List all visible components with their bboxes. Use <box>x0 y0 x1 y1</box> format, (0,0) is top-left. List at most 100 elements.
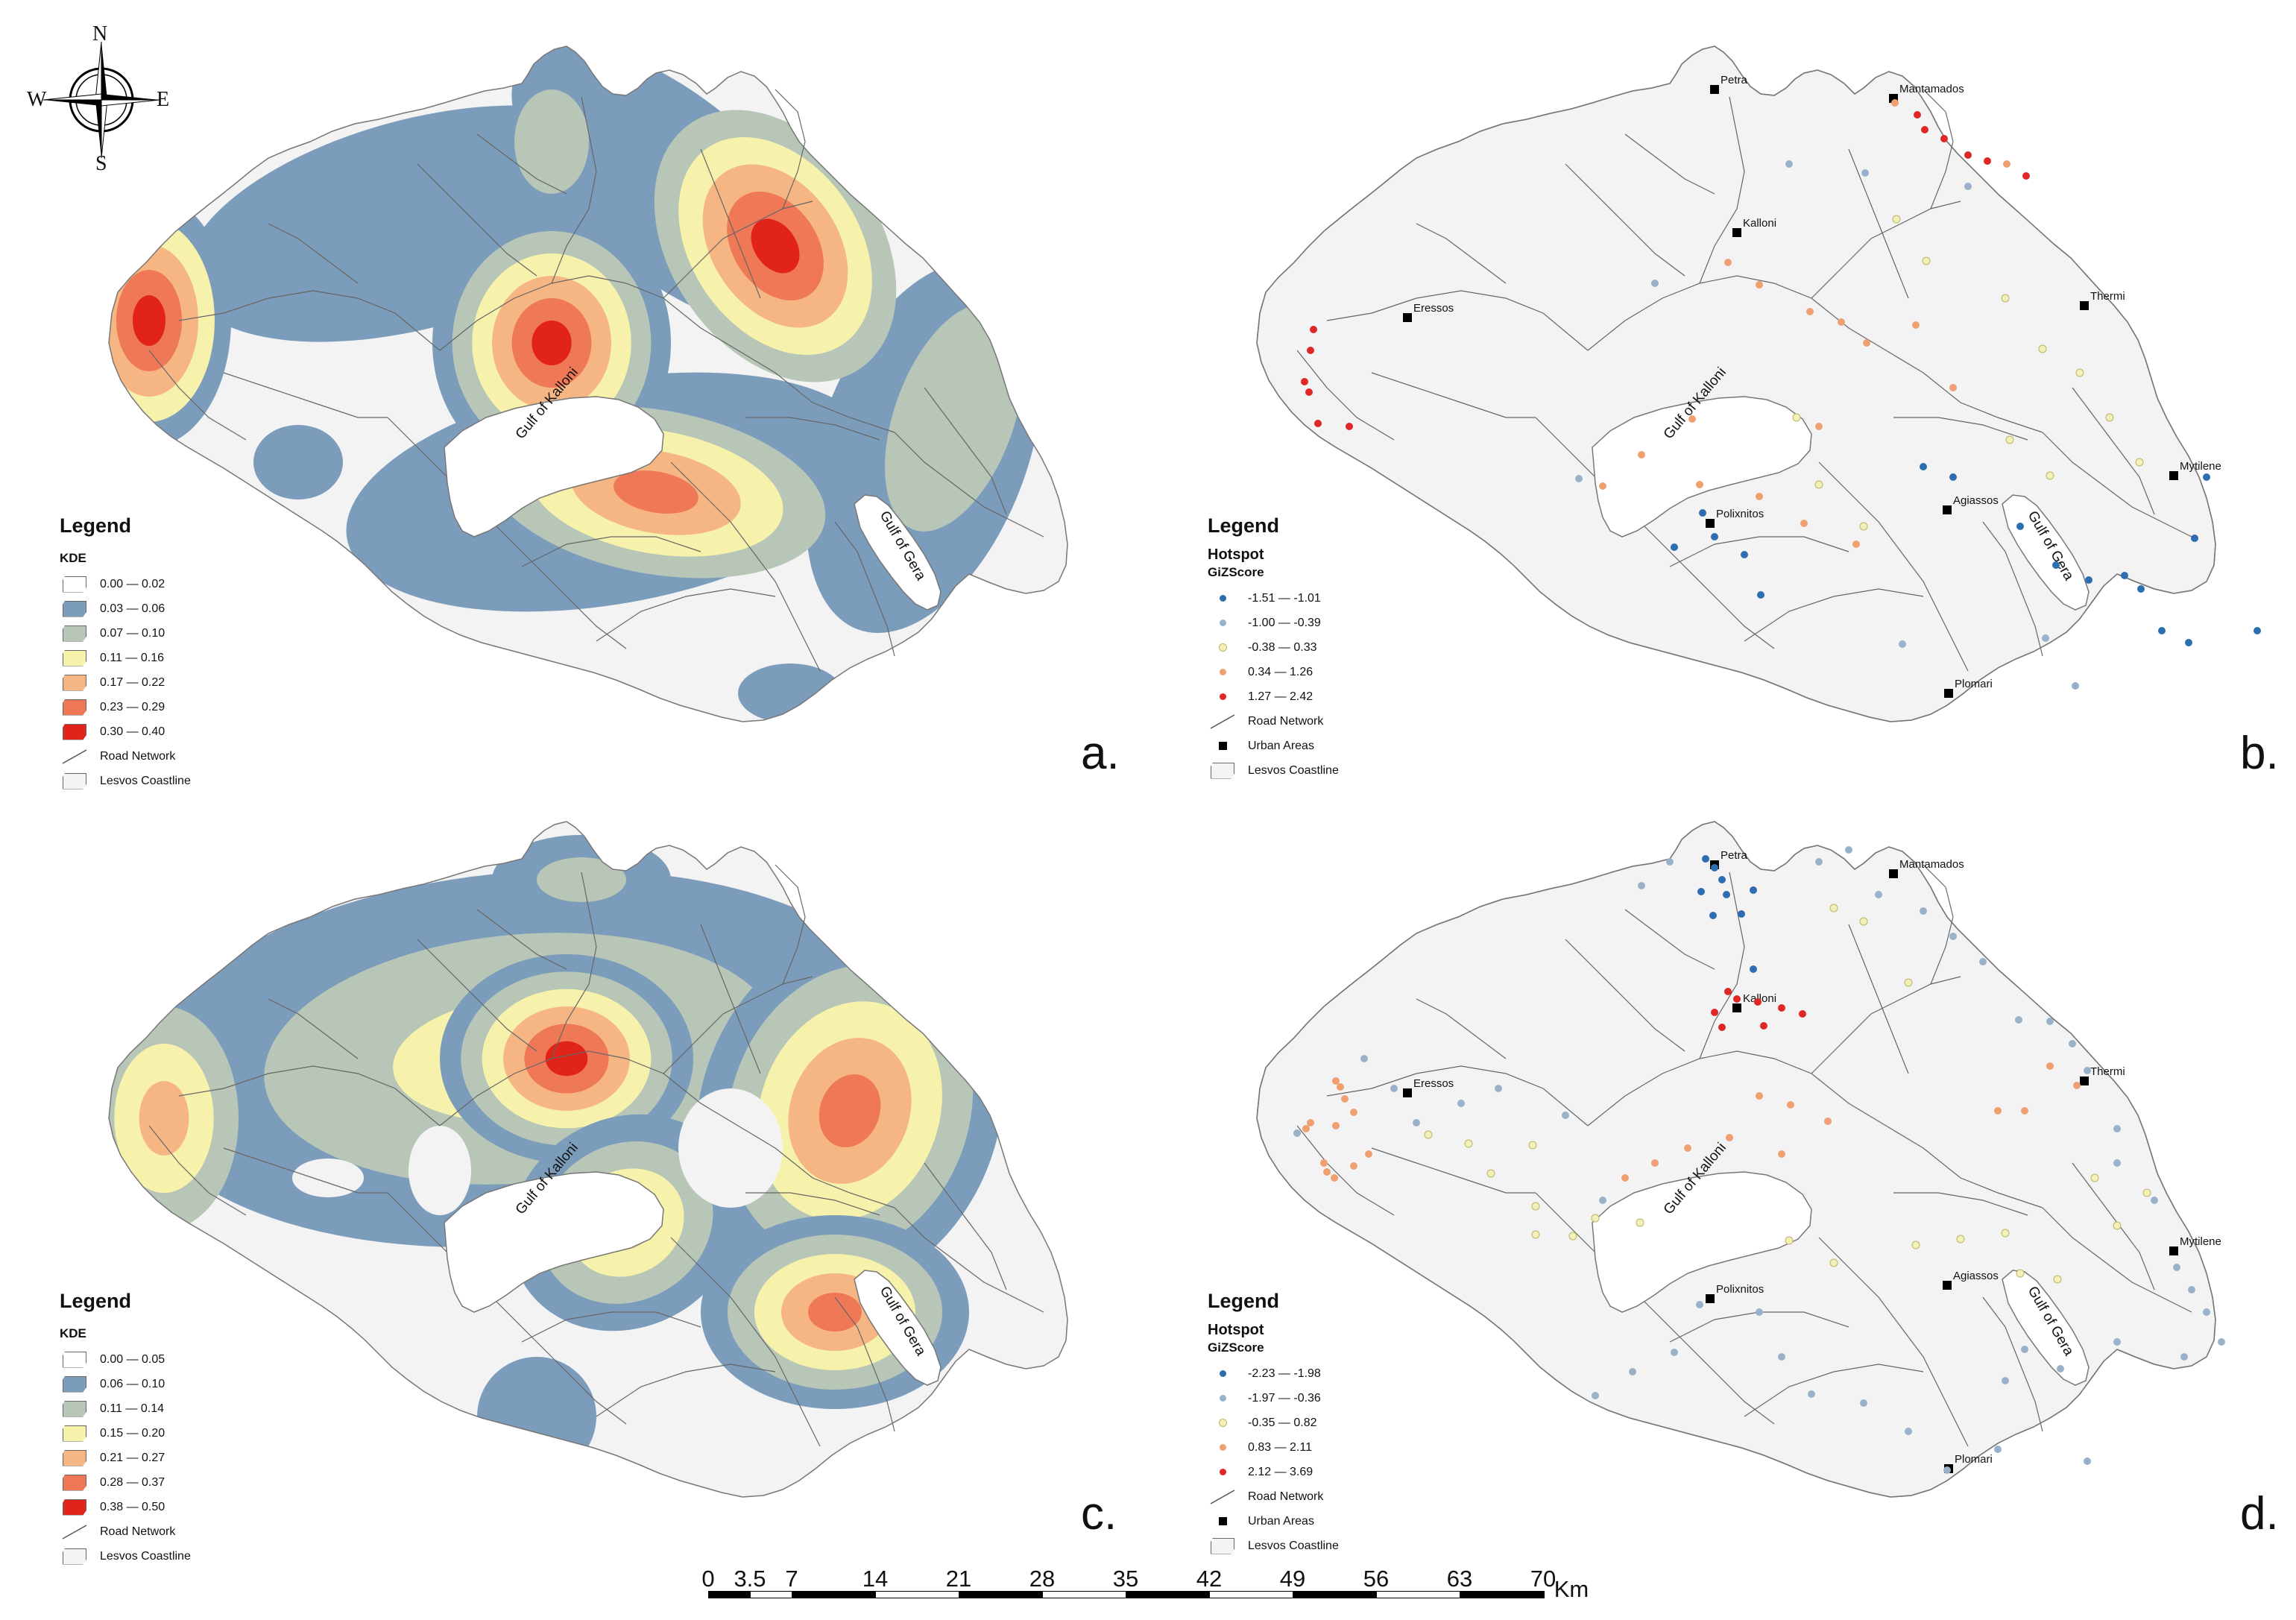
town-label: Mantamados <box>1899 858 1964 871</box>
road-segment <box>1296 350 1395 441</box>
urban-label: Urban Areas <box>1248 1514 1314 1528</box>
hotspot-point <box>1638 882 1645 889</box>
class-swatch <box>60 1350 89 1370</box>
gulf-of-kalloni <box>1592 1171 1812 1313</box>
kde-band <box>139 1081 189 1156</box>
coastline <box>108 821 1068 1498</box>
road-segment <box>663 201 813 299</box>
road-segment <box>1326 1065 1589 1126</box>
hotspot-point <box>2218 1338 2225 1346</box>
hotspot-point <box>1709 912 1717 919</box>
hotspot-point <box>1724 988 1732 995</box>
hotspot-point <box>2185 639 2192 646</box>
hotspot-point <box>1899 640 1906 648</box>
hotspot-point <box>1905 1428 1912 1435</box>
town-label: Thermi <box>2090 290 2125 303</box>
hotspot-point <box>2180 1353 2188 1361</box>
map-panel-d: Gulf of Kalloni Gulf of Gera Petra Mantamad… <box>1148 775 2296 1551</box>
road-segment <box>1371 372 1536 418</box>
coast-label: Lesvos Coastline <box>1248 1539 1339 1552</box>
coastline <box>1256 821 2216 1498</box>
hotspot-point <box>1495 1085 1502 1092</box>
road-segment <box>1982 1296 2043 1432</box>
kde-low-pocket <box>292 1159 364 1197</box>
hotspot-point <box>2254 627 2261 634</box>
hotspot-point <box>1711 1009 1718 1016</box>
road-segment <box>745 1192 880 1216</box>
legend-subtitle: KDE <box>60 551 86 565</box>
legend-title: Legend <box>1208 514 1280 537</box>
hotspot-point <box>1756 1308 1763 1316</box>
hotspot-point <box>1920 463 1927 470</box>
road-segment <box>268 223 359 284</box>
road-segment <box>1848 924 1909 1074</box>
kde-hotspot-1 <box>696 928 1004 1293</box>
hotspot-point <box>1599 482 1606 490</box>
town-label: Agiassos <box>1953 494 1999 507</box>
class-swatch <box>60 1375 89 1394</box>
hotspot-point <box>1943 1466 1951 1474</box>
road-segment <box>663 1073 895 1208</box>
kde-band <box>514 89 589 194</box>
hotspot-point <box>1920 907 1927 915</box>
road-segment <box>775 864 806 985</box>
road-segment <box>1811 1073 2043 1208</box>
class-label: 0.06 — 0.10 <box>100 1377 165 1390</box>
road-segment <box>670 1237 821 1447</box>
hotspot-point <box>1718 1024 1726 1031</box>
urban-area-marker <box>1732 1003 1741 1012</box>
urban-area-marker <box>1706 1294 1715 1303</box>
legend-class-3: 0.11 — 0.16 <box>60 646 191 670</box>
legend-title: Legend <box>1208 1290 1280 1312</box>
road-segment <box>775 89 806 209</box>
hotspot-point <box>1891 99 1899 107</box>
class-label: 2.12 — 3.69 <box>1248 1465 1313 1478</box>
road-network-legend: Road Network <box>60 744 191 769</box>
hotspot-point <box>1756 281 1763 289</box>
hotspot-point <box>1741 551 1748 558</box>
coastline-legend: Lesvos Coastline <box>60 1544 191 1569</box>
hotspot-point <box>2053 1275 2062 1284</box>
town-label: Mytilene <box>2180 1235 2221 1248</box>
legend-class-1: 0.06 — 0.10 <box>60 1372 191 1396</box>
hotspot-point <box>1994 1446 2002 1453</box>
urban-area-marker <box>1943 1281 1952 1290</box>
road-segment <box>834 521 895 657</box>
hotspot-point <box>2113 1338 2121 1346</box>
scale-tick-label: 21 <box>945 1566 972 1592</box>
class-label: -2.23 — -1.98 <box>1248 1367 1321 1380</box>
kde-band <box>885 303 1024 532</box>
kde-hotspot-3 <box>440 954 693 1163</box>
hotspot-point <box>2042 634 2049 642</box>
kde-hotspot-8 <box>492 835 671 924</box>
town-label: Polixnitos <box>1716 1283 1764 1296</box>
road-segment <box>1982 521 2043 657</box>
hotspot-point <box>1912 321 1920 329</box>
road-symbol-icon <box>60 747 89 766</box>
urban-area-marker <box>1732 228 1741 237</box>
town-label: Mantamados <box>1899 83 1964 95</box>
road-segment <box>1811 297 2043 433</box>
hotspot-point <box>2188 1286 2195 1293</box>
gulf-of-kalloni <box>1592 396 1812 538</box>
hotspot-point <box>2113 1125 2121 1132</box>
gulf-of-gera <box>854 1270 942 1386</box>
road-segment <box>387 1192 627 1425</box>
hotspot-point <box>1636 1218 1644 1227</box>
hotspot-point <box>1724 259 1732 266</box>
hotspot-point <box>1350 1162 1357 1170</box>
hotspot-point <box>1785 160 1793 168</box>
legend-class-0: -1.51 — -1.01 <box>1208 586 1339 611</box>
scale-tick-label: 0 <box>701 1566 715 1592</box>
scale-tick-label: 63 <box>1446 1566 1473 1592</box>
hotspot-point <box>1341 1095 1349 1103</box>
road-segment <box>476 133 567 195</box>
coast-symbol-icon <box>60 772 89 791</box>
hotspot-point <box>1568 1232 1577 1241</box>
hotspot-point <box>1949 933 1957 940</box>
class-dot <box>1208 589 1237 608</box>
class-dot <box>1208 638 1237 658</box>
class-label: -1.00 — -0.39 <box>1248 616 1321 629</box>
class-dot <box>1208 1389 1237 1408</box>
